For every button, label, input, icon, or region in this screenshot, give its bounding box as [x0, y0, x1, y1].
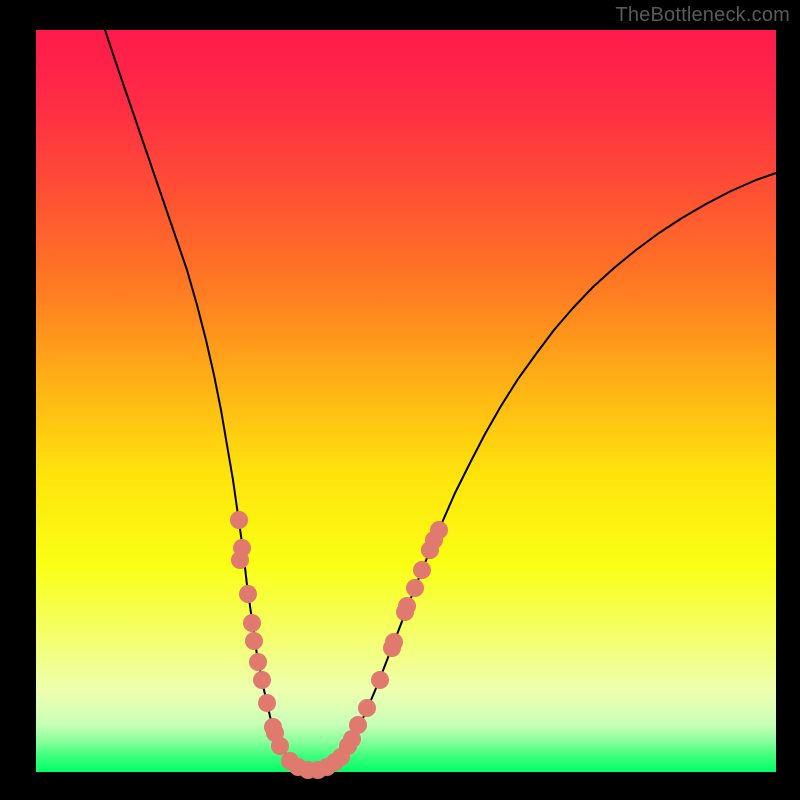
data-dot: [371, 671, 389, 689]
data-dot: [430, 521, 448, 539]
data-dot: [253, 671, 271, 689]
data-dot: [245, 632, 263, 650]
data-dot: [398, 597, 416, 615]
data-dot: [239, 585, 257, 603]
watermark-text: TheBottleneck.com: [615, 4, 790, 27]
data-dot: [249, 653, 267, 671]
data-dot: [258, 694, 276, 712]
data-dot: [349, 716, 367, 734]
data-dot: [230, 511, 248, 529]
data-dot: [231, 551, 249, 569]
data-dot: [243, 614, 261, 632]
data-dot: [413, 561, 431, 579]
plot-area: [36, 30, 776, 772]
v-curve: [36, 30, 776, 772]
data-dot: [358, 699, 376, 717]
data-dot: [406, 579, 424, 597]
data-dot: [385, 633, 403, 651]
